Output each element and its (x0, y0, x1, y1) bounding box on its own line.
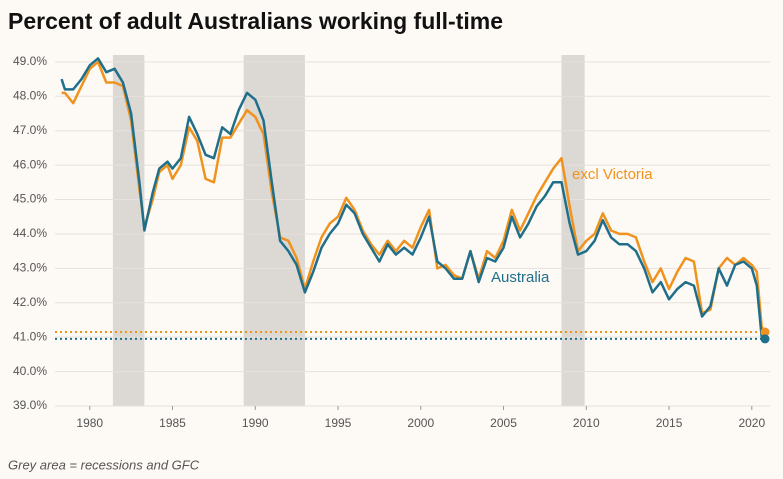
y-tick-label: 41.0% (13, 329, 47, 343)
y-tick-label: 43.0% (13, 261, 47, 275)
y-tick-label: 48.0% (13, 88, 47, 102)
latest-point (760, 334, 770, 344)
latest-point (760, 327, 770, 337)
footnote: Grey area = recessions and GFC (8, 457, 200, 472)
x-tick-label: 2015 (656, 416, 683, 430)
y-tick-label: 42.0% (13, 295, 47, 309)
x-tick-label: 1990 (242, 416, 269, 430)
series-label: Australia (491, 269, 550, 286)
x-tick-label: 1985 (159, 416, 186, 430)
y-tick-label: 39.0% (13, 398, 47, 412)
x-tick-label: 2010 (573, 416, 600, 430)
series-line (60, 57, 766, 341)
series-line (61, 60, 767, 333)
x-tick-label: 2000 (407, 416, 434, 430)
x-tick-label: 2020 (738, 416, 765, 430)
y-tick-label: 40.0% (13, 364, 47, 378)
y-tick-label: 46.0% (13, 157, 47, 171)
y-tick-label: 45.0% (13, 192, 47, 206)
y-tick-label: 49.0% (13, 54, 47, 68)
y-tick-label: 47.0% (13, 123, 47, 137)
series-label: excl Victoria (572, 166, 653, 183)
x-tick-label: 1995 (325, 416, 352, 430)
x-tick-label: 1980 (76, 416, 103, 430)
chart-title: Percent of adult Australians working ful… (8, 8, 503, 34)
recession-band (243, 55, 305, 406)
y-tick-label: 44.0% (13, 226, 47, 240)
x-tick-label: 2005 (490, 416, 517, 430)
